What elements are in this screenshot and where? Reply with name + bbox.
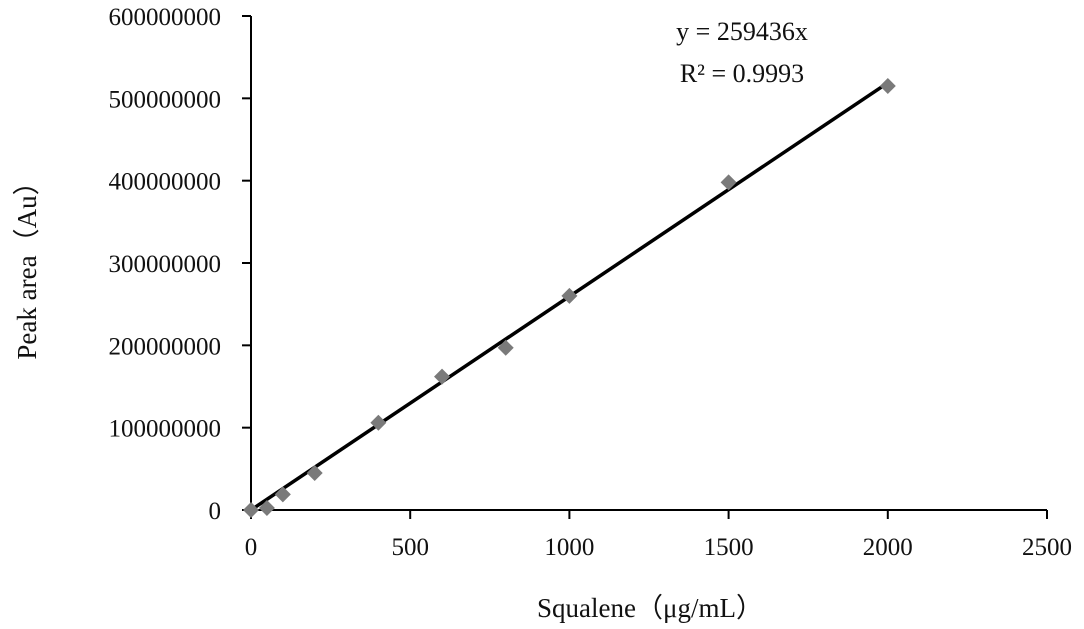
y-tick-label: 600000000	[109, 4, 222, 31]
y-tick-label: 0	[209, 498, 222, 525]
data-point	[258, 499, 275, 516]
y-tick-label: 300000000	[109, 251, 222, 278]
ticks: 0 500 1000 1500 2000 2500 0 100000000 200000000 3…	[109, 4, 1073, 561]
data-point	[879, 77, 896, 94]
x-tick-label: 2000	[863, 534, 913, 561]
y-tick-label: 100000000	[109, 416, 222, 443]
data-point	[274, 486, 291, 503]
data-point	[370, 414, 387, 431]
equation-label: y = 259436x	[676, 17, 808, 46]
x-tick-label: 1500	[704, 534, 754, 561]
data-point	[720, 174, 737, 191]
x-tick-label: 1000	[544, 534, 594, 561]
axes	[250, 16, 1047, 511]
data-points	[243, 77, 896, 518]
data-point	[243, 502, 259, 518]
x-tick-label: 2500	[1022, 534, 1072, 561]
y-tick-label: 500000000	[109, 86, 222, 113]
x-tick-label: 0	[245, 534, 258, 561]
y-tick-label: 200000000	[109, 333, 222, 360]
data-point	[306, 464, 323, 481]
x-tick-label: 500	[391, 534, 429, 561]
data-point	[497, 339, 514, 356]
r-squared-label: R² = 0.9993	[680, 59, 804, 88]
y-tick-label: 400000000	[109, 169, 222, 196]
x-axis-title: Squalene（μg/mL）	[537, 593, 763, 623]
data-point	[561, 287, 578, 304]
y-axis-title: Peak area（Au）	[12, 168, 42, 359]
data-point	[434, 368, 451, 385]
